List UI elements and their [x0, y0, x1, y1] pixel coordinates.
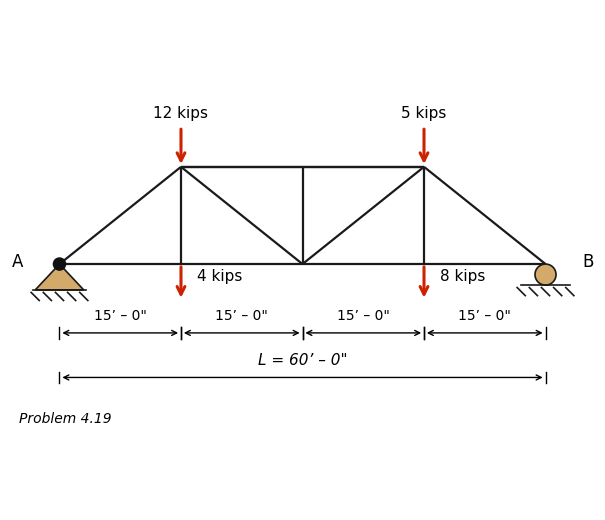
Text: B: B — [582, 253, 594, 271]
Text: Problem 4.19: Problem 4.19 — [19, 412, 111, 426]
Text: 15’ – 0": 15’ – 0" — [337, 309, 390, 323]
Text: 4 kips: 4 kips — [197, 269, 243, 284]
Text: L = 60’ – 0": L = 60’ – 0" — [258, 353, 347, 368]
Text: 5 kips: 5 kips — [401, 106, 446, 121]
Circle shape — [53, 258, 65, 270]
Text: A: A — [11, 253, 23, 271]
Text: 15’ – 0": 15’ – 0" — [459, 309, 511, 323]
Polygon shape — [35, 264, 83, 290]
Text: 8 kips: 8 kips — [440, 269, 486, 284]
Circle shape — [535, 264, 556, 285]
Text: 12 kips: 12 kips — [154, 106, 209, 121]
Text: 15’ – 0": 15’ – 0" — [215, 309, 268, 323]
Text: 15’ – 0": 15’ – 0" — [94, 309, 146, 323]
